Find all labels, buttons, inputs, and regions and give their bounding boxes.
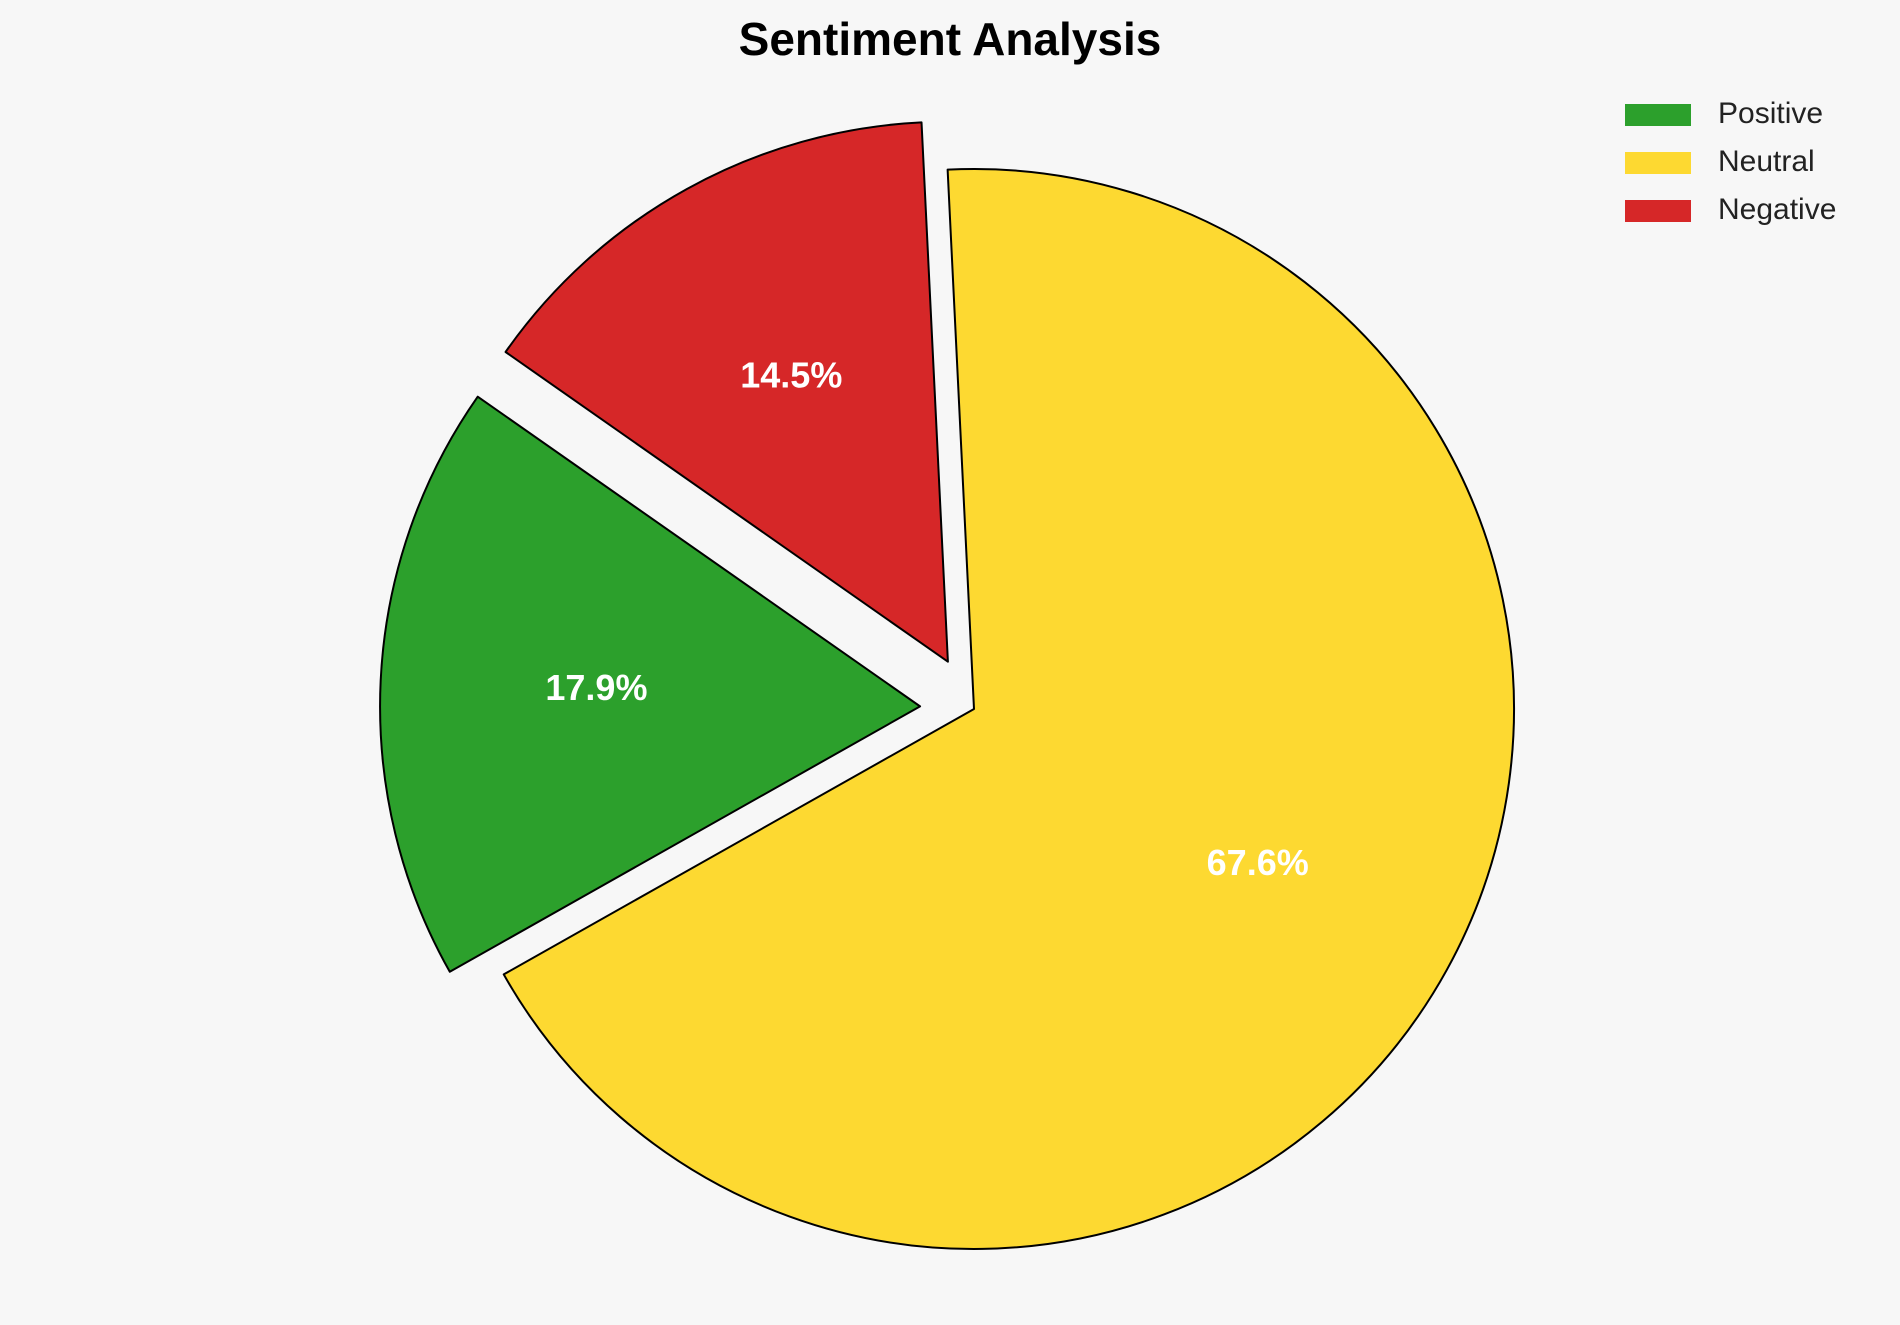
legend-swatch xyxy=(1625,200,1691,222)
chart-title: Sentiment Analysis xyxy=(739,13,1162,65)
value-label: 67.6% xyxy=(1207,842,1309,883)
legend-swatch xyxy=(1625,152,1691,174)
pie-slice xyxy=(502,168,1515,1250)
legend-swatch xyxy=(1625,104,1691,126)
pie-slice xyxy=(504,121,949,663)
value-label: 14.5% xyxy=(740,355,842,396)
value-label: 17.9% xyxy=(545,667,647,708)
legend-label: Negative xyxy=(1718,193,1836,226)
legend-label: Positive xyxy=(1718,97,1823,130)
pie-slice xyxy=(379,395,922,973)
legend-label: Neutral xyxy=(1718,145,1815,178)
